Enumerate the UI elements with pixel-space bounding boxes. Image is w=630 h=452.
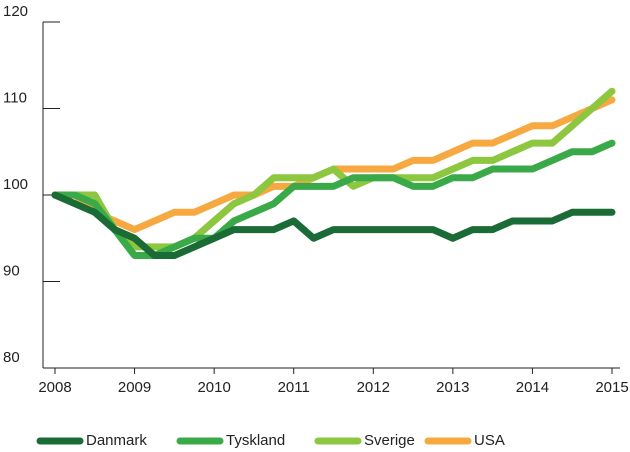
y-tick-label: 90: [3, 262, 20, 279]
y-tick-label: 120: [3, 3, 28, 20]
x-tick-label: 2010: [197, 379, 230, 396]
series-line: [51, 191, 616, 260]
y-tick-label: 110: [3, 89, 27, 106]
x-tick-label: 2015: [595, 379, 628, 396]
series-line: [51, 139, 616, 260]
y-tick-label: 100: [3, 176, 28, 193]
series-line: [51, 96, 616, 234]
legend-label: USA: [474, 432, 505, 449]
x-tick-label: 2009: [118, 379, 151, 396]
legend-label: Tyskland: [226, 432, 285, 449]
x-tick-label: 2008: [38, 379, 71, 396]
x-tick-label: 2011: [278, 379, 310, 396]
legend-label: Danmark: [86, 432, 147, 449]
y-tick-label: 80: [3, 349, 20, 366]
x-tick-label: 2013: [436, 379, 469, 396]
x-tick-label: 2012: [357, 379, 390, 396]
legend-label: Sverige: [364, 432, 415, 449]
x-tick-label: 2014: [516, 379, 549, 396]
